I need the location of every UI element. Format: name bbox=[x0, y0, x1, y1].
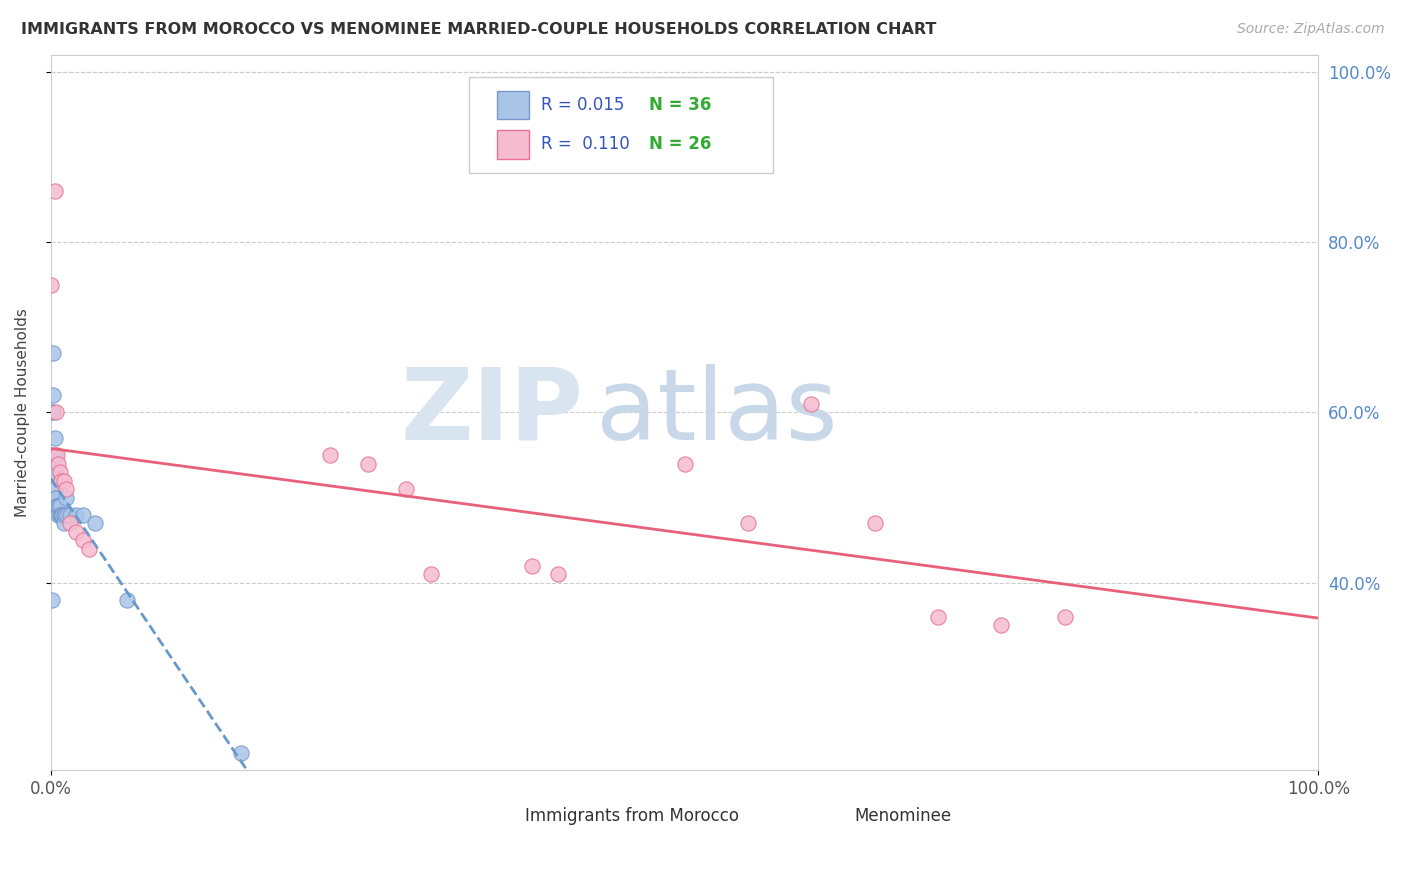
Point bbox=[65, 524, 87, 539]
Text: N = 26: N = 26 bbox=[650, 136, 711, 153]
Point bbox=[737, 516, 759, 530]
Point bbox=[59, 508, 82, 522]
Point bbox=[84, 516, 107, 530]
Point bbox=[53, 508, 76, 522]
Point bbox=[927, 609, 949, 624]
Point bbox=[229, 746, 252, 760]
Point bbox=[55, 491, 77, 505]
Point bbox=[51, 508, 73, 522]
Point bbox=[42, 405, 65, 419]
Point bbox=[673, 457, 696, 471]
Point bbox=[395, 482, 418, 496]
Point bbox=[1053, 609, 1076, 624]
Point bbox=[547, 567, 569, 582]
Point bbox=[44, 482, 66, 496]
Text: R =  0.110: R = 0.110 bbox=[541, 136, 630, 153]
Point bbox=[48, 499, 70, 513]
Point bbox=[48, 499, 70, 513]
Point bbox=[48, 508, 70, 522]
Point bbox=[44, 184, 66, 198]
Point bbox=[44, 448, 66, 462]
Point bbox=[48, 499, 70, 513]
Bar bbox=[811, 806, 839, 830]
Point bbox=[48, 457, 70, 471]
Point bbox=[44, 465, 66, 479]
Point bbox=[56, 508, 79, 522]
Point bbox=[357, 457, 380, 471]
Point bbox=[49, 474, 72, 488]
Point bbox=[522, 558, 544, 573]
Point bbox=[52, 474, 75, 488]
Bar bbox=[496, 130, 529, 159]
Point bbox=[41, 405, 63, 419]
Text: R = 0.015: R = 0.015 bbox=[541, 96, 624, 114]
Point bbox=[318, 448, 340, 462]
Point bbox=[65, 508, 87, 522]
Point bbox=[46, 499, 69, 513]
Point bbox=[39, 277, 62, 292]
Text: Immigrants from Morocco: Immigrants from Morocco bbox=[524, 807, 740, 825]
Point bbox=[52, 508, 75, 522]
Point bbox=[49, 508, 72, 522]
Point bbox=[863, 516, 886, 530]
Point bbox=[45, 491, 67, 505]
Point bbox=[46, 448, 69, 462]
Point bbox=[41, 592, 63, 607]
Point bbox=[77, 541, 100, 556]
Text: Menominee: Menominee bbox=[855, 807, 952, 825]
Point bbox=[52, 516, 75, 530]
Point bbox=[48, 499, 70, 513]
Bar bbox=[496, 91, 529, 120]
Point bbox=[46, 499, 69, 513]
Point bbox=[49, 508, 72, 522]
Point bbox=[46, 499, 69, 513]
Text: Source: ZipAtlas.com: Source: ZipAtlas.com bbox=[1237, 22, 1385, 37]
Y-axis label: Married-couple Households: Married-couple Households bbox=[15, 308, 30, 517]
Text: IMMIGRANTS FROM MOROCCO VS MENOMINEE MARRIED-COUPLE HOUSEHOLDS CORRELATION CHART: IMMIGRANTS FROM MOROCCO VS MENOMINEE MAR… bbox=[21, 22, 936, 37]
Point bbox=[59, 516, 82, 530]
Point bbox=[42, 388, 65, 402]
Point bbox=[72, 508, 94, 522]
Text: atlas: atlas bbox=[596, 364, 838, 461]
Bar bbox=[482, 806, 509, 830]
Point bbox=[115, 592, 138, 607]
Point bbox=[72, 533, 94, 548]
Point bbox=[55, 482, 77, 496]
FancyBboxPatch shape bbox=[470, 77, 773, 173]
Point bbox=[420, 567, 443, 582]
Point bbox=[51, 508, 73, 522]
Text: ZIP: ZIP bbox=[401, 364, 583, 461]
Point bbox=[44, 431, 66, 445]
Point bbox=[48, 508, 70, 522]
Point bbox=[42, 346, 65, 360]
Point bbox=[45, 491, 67, 505]
Point bbox=[45, 405, 67, 419]
Point bbox=[48, 465, 70, 479]
Point bbox=[990, 618, 1012, 632]
Text: N = 36: N = 36 bbox=[650, 96, 711, 114]
Point bbox=[46, 499, 69, 513]
Point bbox=[800, 397, 823, 411]
